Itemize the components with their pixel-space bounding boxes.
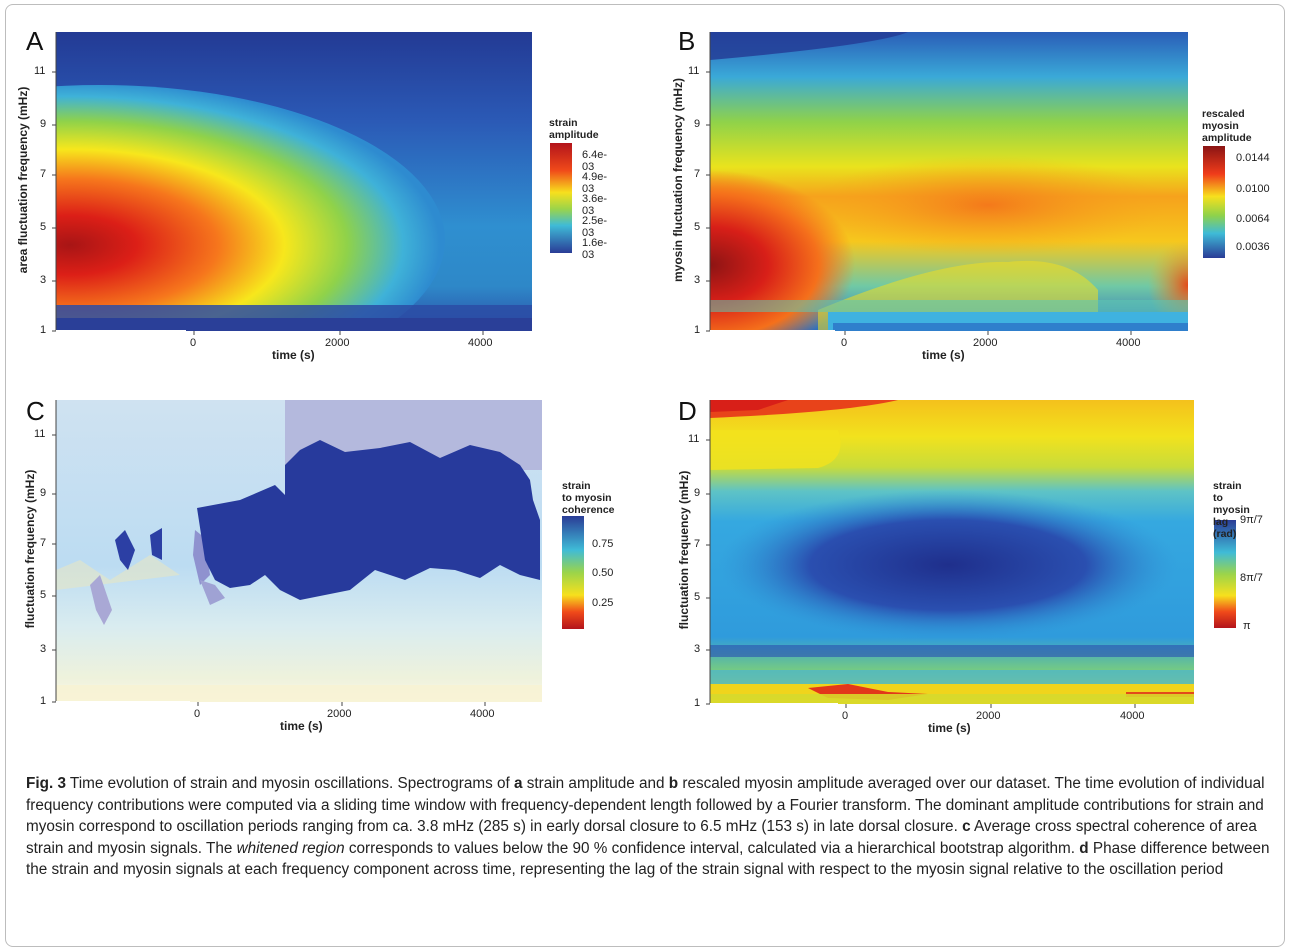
x-axis-title-c: time (s) — [280, 719, 323, 733]
caption-ref-c: c — [962, 818, 971, 835]
xtick: 0 — [841, 337, 848, 349]
ytick: 3 — [694, 643, 701, 655]
y-axis-title-a: area fluctuation frequency (mHz) — [16, 86, 30, 274]
ytick: 1 — [40, 324, 47, 336]
xtick: 0 — [194, 708, 201, 720]
ytick: 11 — [34, 65, 46, 77]
legend-title-d: strain to myosin lag (rad) — [1213, 480, 1250, 540]
x-axis-title-d: time (s) — [928, 721, 971, 735]
legend-label: 4.9e-03 — [582, 171, 608, 195]
legend-title-c: strain to myosin coherence — [562, 480, 615, 516]
ytick: 9 — [40, 118, 47, 130]
caption-ref-a: a — [514, 775, 523, 792]
xtick: 0 — [190, 337, 197, 349]
figure-frame — [5, 4, 1285, 947]
y-axis-title-b: myosin fluctuation frequency (mHz) — [671, 77, 685, 283]
xtick: 2000 — [327, 708, 352, 720]
legend-label: 1.6e-03 — [582, 237, 608, 261]
heatmap-a — [52, 32, 572, 335]
legend-label: 3.6e-03 — [582, 193, 608, 217]
ytick: 11 — [688, 65, 700, 77]
ytick: 7 — [40, 168, 47, 180]
xtick: 4000 — [1116, 337, 1141, 349]
ytick: 5 — [694, 591, 701, 603]
y-axis-title-d: fluctuation frequency (mHz) — [677, 470, 691, 630]
legend-label: 0.0100 — [1236, 183, 1270, 195]
legend-title-b: rescaled myosin amplitude — [1202, 108, 1252, 144]
ytick: 9 — [694, 487, 701, 499]
xtick: 2000 — [325, 337, 350, 349]
xtick: 4000 — [1120, 710, 1145, 722]
legend-label: 0.25 — [592, 597, 614, 609]
xtick: 4000 — [468, 337, 493, 349]
ytick: 9 — [694, 118, 701, 130]
caption-text: Time evolution of strain and myosin osci… — [65, 775, 515, 792]
ytick: 5 — [694, 221, 701, 233]
panel-letter-a: A — [26, 26, 44, 56]
ytick: 7 — [694, 168, 701, 180]
heatmap-d — [706, 400, 1236, 708]
panel-letter-b: B — [678, 26, 696, 56]
x-axis-title-a: time (s) — [272, 348, 315, 362]
panel-letter-d: D — [678, 396, 697, 426]
caption-text: rescaled myosin amplitude averaged over … — [26, 775, 1265, 835]
ytick: 1 — [694, 324, 701, 336]
ytick: 1 — [694, 697, 701, 709]
y-ticks-a — [52, 71, 484, 335]
legend-label: 0.0144 — [1236, 152, 1270, 164]
caption-ref-b: b — [668, 775, 679, 792]
ytick: 7 — [40, 537, 47, 549]
ytick: 3 — [40, 274, 47, 286]
heatmap-b — [706, 32, 1225, 335]
caption-text: corresponds to values below the 90 % con… — [344, 839, 1080, 857]
caption-text: Average cross spectral coherence of area… — [26, 818, 1257, 857]
legend-label: 0.0064 — [1236, 213, 1270, 225]
ytick: 7 — [694, 538, 701, 550]
xtick: 4000 — [470, 708, 495, 720]
legend-label: 0.0036 — [1236, 241, 1270, 253]
ytick: 5 — [40, 221, 47, 233]
xtick: 0 — [842, 710, 849, 722]
ytick: 3 — [40, 643, 47, 655]
ytick: 5 — [40, 589, 47, 601]
caption-ref-d: d — [1079, 839, 1089, 857]
legend-label: 8π/7 — [1240, 572, 1263, 584]
legend-label: 6.4e-03 — [582, 149, 608, 173]
figure-label: Fig. 3 — [26, 775, 66, 792]
x-axis-title-b: time (s) — [922, 348, 965, 362]
legend-title-a: strain amplitude — [549, 117, 599, 141]
legend-label: 2.5e-03 — [582, 215, 608, 239]
legend-label: π — [1243, 620, 1251, 632]
ytick: 11 — [34, 428, 46, 440]
ytick: 11 — [688, 433, 700, 445]
caption-emphasis: whitened region — [236, 839, 345, 857]
ytick: 9 — [40, 487, 47, 499]
y-axis-title-c: fluctuation frequency (mHz) — [23, 469, 37, 629]
heatmap-c — [52, 400, 584, 706]
legend-label: 0.50 — [592, 567, 614, 579]
panel-letter-c: C — [26, 396, 45, 426]
xtick: 2000 — [976, 710, 1001, 722]
figure-caption: Fig. 3 Time evolution of strain and myos… — [26, 773, 1276, 881]
ytick: 3 — [694, 274, 701, 286]
caption-text: strain amplitude and — [522, 775, 669, 792]
xtick: 2000 — [973, 337, 998, 349]
ytick: 1 — [40, 695, 47, 707]
caption-text: Phase difference between the strain and … — [26, 839, 1270, 879]
legend-label: 0.75 — [592, 538, 614, 550]
legend-label: 9π/7 — [1240, 514, 1263, 526]
